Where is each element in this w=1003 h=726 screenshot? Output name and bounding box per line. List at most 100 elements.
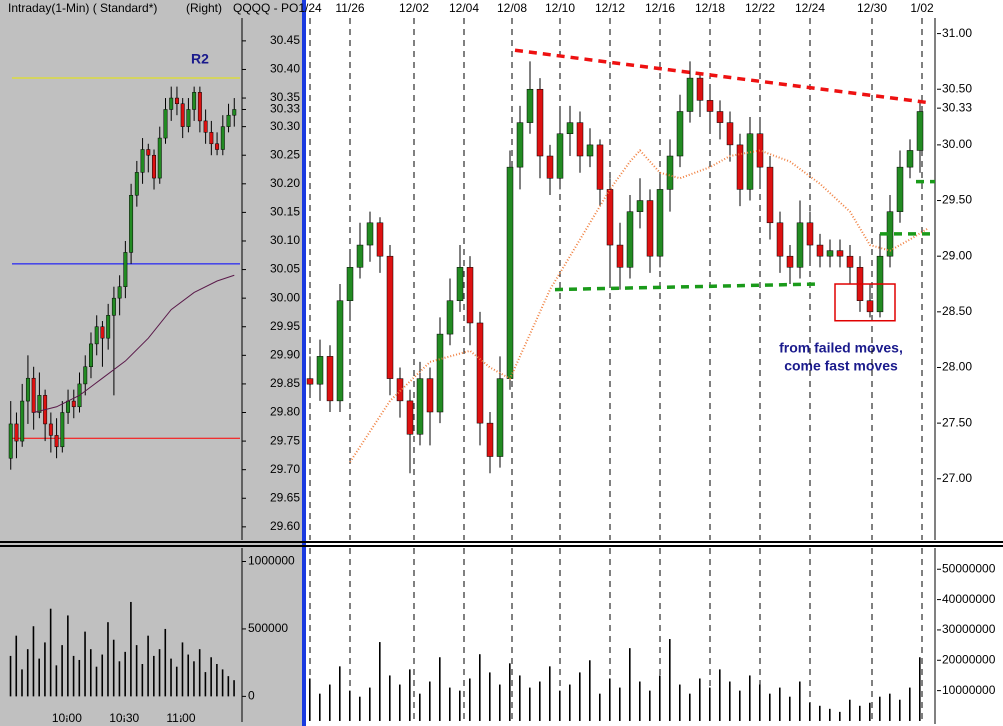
y-tick-label: 28.00 — [942, 360, 972, 374]
candle-body — [192, 92, 197, 110]
volume-bar — [349, 690, 351, 721]
candle-body — [656, 189, 664, 257]
volume-bar — [329, 684, 331, 721]
candle-body — [163, 109, 168, 139]
x-tick-label: 12/12 — [595, 1, 625, 15]
volume-bar — [679, 684, 681, 721]
candle-body — [37, 395, 42, 413]
volume-bar — [449, 687, 451, 721]
volume-bar — [439, 657, 441, 721]
candle-body — [436, 333, 444, 413]
candle-body — [326, 356, 334, 402]
y-tick-label: 30000000 — [942, 622, 996, 636]
volume-bar — [210, 657, 212, 697]
candle-body — [209, 132, 214, 145]
x-tick-label: 12/30 — [857, 1, 887, 15]
candle-body — [406, 400, 414, 435]
candle-body — [366, 222, 374, 246]
volume-bar — [233, 680, 235, 697]
volume-bar — [21, 669, 23, 697]
volume-bar — [619, 687, 621, 721]
y-tick-label: 27.00 — [942, 471, 972, 485]
y-tick-label: 29.90 — [270, 347, 300, 361]
candle-body — [806, 222, 814, 246]
volume-bar — [141, 664, 144, 697]
candle-body — [83, 366, 88, 385]
volume-bar — [729, 681, 731, 721]
volume-bar — [153, 655, 155, 697]
annotation: from failed moves, — [779, 340, 903, 356]
candle-body — [676, 111, 684, 157]
x-tick-label: 12/04 — [449, 1, 479, 15]
y-tick-label: 28.50 — [942, 304, 972, 318]
volume-bar — [419, 693, 421, 721]
overlay-line — [349, 148, 929, 463]
volume-bar — [89, 649, 92, 697]
volume-bar — [389, 675, 391, 721]
y-tick-label: 30.00 — [270, 290, 300, 304]
header-symbol: QQQQ - PO — [233, 1, 298, 15]
candle-body — [756, 133, 764, 168]
volume-bar — [649, 690, 651, 721]
x-tick-label: 12/18 — [695, 1, 725, 15]
volume-bar — [61, 645, 63, 697]
volume-bar — [319, 693, 321, 721]
candle-body — [174, 97, 179, 105]
y-tick-label: 30.25 — [270, 147, 300, 161]
volume-bar — [469, 678, 471, 721]
x-tick-label: 11/26 — [335, 1, 364, 15]
volume-bar — [101, 654, 104, 697]
x-tick-label: 12/24 — [795, 1, 825, 15]
candle-body — [186, 109, 191, 127]
volume-bar — [339, 666, 341, 721]
volume-bar — [369, 687, 371, 721]
candle-body — [466, 267, 474, 324]
candle-body — [416, 378, 424, 435]
candle-body — [446, 300, 454, 335]
volume-bar — [479, 654, 481, 721]
y-tick-label: 500000 — [248, 621, 288, 635]
candle-body — [736, 144, 744, 190]
candle-body — [496, 378, 504, 457]
volume-bar — [799, 681, 801, 721]
volume-bar — [124, 651, 126, 697]
candle-body — [726, 122, 734, 146]
x-tick-label: 1/24 — [298, 1, 322, 15]
y-tick-label: 40000000 — [942, 592, 996, 606]
candle-body — [596, 144, 604, 190]
volume-bar — [829, 708, 831, 721]
x-tick-label: 12/08 — [497, 1, 527, 15]
y-tick-label: 0 — [248, 689, 255, 703]
volume-bar — [529, 687, 531, 721]
volume-bar — [739, 690, 741, 721]
volume-bar — [689, 693, 691, 721]
volume-bar — [709, 687, 711, 721]
volume-bar — [175, 666, 178, 697]
volume-bar — [429, 681, 431, 721]
volume-bar — [629, 648, 631, 721]
volume-bar — [719, 669, 721, 721]
volume-bar — [549, 666, 551, 721]
candle-body — [100, 326, 105, 339]
volume-bar — [899, 699, 901, 721]
y-tick-label: 29.65 — [270, 490, 300, 504]
candle-body — [456, 267, 464, 301]
candle-body — [129, 194, 134, 253]
candle-body — [866, 300, 874, 313]
candle-body — [169, 97, 174, 110]
candle-body — [536, 88, 544, 157]
volume-bar — [112, 639, 115, 697]
candle-body — [71, 400, 76, 408]
candle-body — [220, 126, 225, 150]
volume-bar — [779, 687, 781, 721]
candle-body — [636, 200, 644, 212]
volume-bar — [809, 702, 811, 721]
y-tick-label: 29.75 — [270, 433, 300, 447]
volume-bar — [759, 684, 761, 721]
y-tick-label: 50000000 — [942, 561, 996, 575]
candle-body — [716, 111, 724, 123]
volume-bar — [38, 658, 40, 697]
volume-bar — [749, 675, 751, 721]
candle-body — [816, 244, 824, 257]
volume-bar — [147, 635, 149, 697]
